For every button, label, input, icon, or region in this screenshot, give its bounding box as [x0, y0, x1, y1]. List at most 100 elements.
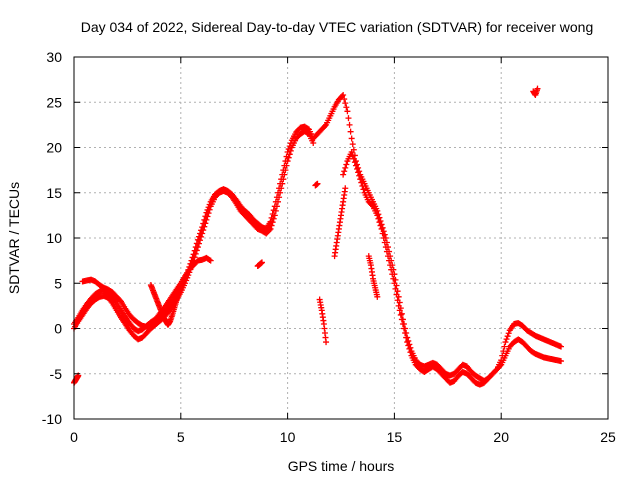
data-point: [346, 121, 353, 128]
data-point: [206, 201, 213, 208]
data-point: [384, 253, 391, 260]
data-point: [206, 256, 213, 263]
data-point: [382, 244, 389, 251]
data-point: [534, 85, 541, 92]
y-tick-label: 15: [46, 185, 62, 201]
chart-title: Day 034 of 2022, Sidereal Day-to-day VTE…: [81, 19, 594, 35]
data-point: [286, 143, 293, 150]
series-track-b: [71, 123, 317, 335]
data-point: [497, 362, 504, 369]
data-point: [374, 293, 381, 300]
data-point: [398, 316, 405, 323]
data-point: [391, 280, 398, 287]
data-point: [203, 209, 210, 216]
data-point: [193, 240, 200, 247]
data-point: [360, 186, 367, 193]
data-point: [272, 198, 279, 205]
data-point: [349, 141, 356, 148]
series-track-f: [71, 372, 82, 386]
data-point: [343, 104, 350, 111]
series-track-m: [530, 85, 541, 99]
data-point: [281, 162, 288, 169]
data-point: [501, 343, 508, 350]
data-point: [351, 159, 358, 166]
data-point: [403, 334, 410, 341]
y-tick-label: 30: [46, 49, 62, 65]
series-track-i: [312, 180, 321, 189]
data-point: [502, 339, 509, 346]
data-point: [202, 213, 209, 220]
data-point: [341, 96, 348, 103]
series-track-k: [331, 185, 349, 260]
data-point: [354, 165, 361, 172]
data-point: [200, 220, 207, 227]
data-point: [204, 206, 211, 213]
data-point: [344, 108, 351, 115]
data-point: [276, 185, 283, 192]
data-point: [340, 171, 347, 178]
data-point: [358, 179, 365, 186]
data-point: [359, 182, 366, 189]
data-point: [389, 271, 396, 278]
data-point: [390, 275, 397, 282]
data-point: [280, 167, 287, 174]
y-tick-labels: -10 -5 0 5 10 15 20 25 30: [42, 49, 62, 427]
data-point: [273, 194, 280, 201]
data-point: [379, 230, 386, 237]
data-point: [394, 297, 401, 304]
data-point: [188, 257, 195, 264]
series-track-h: [254, 259, 265, 270]
data-point: [352, 162, 359, 169]
data-point: [503, 336, 510, 343]
y-tick-label: 0: [54, 321, 62, 337]
data-point: [342, 100, 349, 107]
data-point: [342, 185, 349, 192]
x-tick-label: 20: [493, 429, 509, 445]
data-point: [377, 222, 384, 229]
data-point: [349, 152, 356, 159]
data-point: [383, 248, 390, 255]
series-track-g: [147, 282, 184, 328]
y-tick-label: 10: [46, 230, 62, 246]
data-point: [505, 330, 512, 337]
data-point: [189, 254, 196, 261]
series-track-l: [365, 253, 381, 300]
x-tick-label: 0: [70, 429, 78, 445]
data-point: [395, 302, 402, 309]
data-point: [278, 176, 285, 183]
data-point: [285, 146, 292, 153]
data-point: [375, 215, 382, 222]
data-point: [392, 285, 399, 292]
data-point: [387, 262, 394, 269]
x-tick-label: 10: [280, 429, 296, 445]
data-point: [190, 251, 197, 258]
data-point: [274, 189, 281, 196]
data-point: [350, 155, 357, 162]
data-point: [399, 320, 406, 327]
data-point: [356, 172, 363, 179]
data-point: [277, 180, 284, 187]
series-track-d: [340, 149, 565, 388]
data-point: [207, 257, 214, 264]
data-point: [323, 339, 330, 346]
axis-ticks: [73, 56, 609, 420]
data-point: [198, 227, 205, 234]
data-point: [283, 153, 290, 160]
data-point: [376, 219, 383, 226]
x-tick-label: 15: [387, 429, 403, 445]
data-point: [393, 291, 400, 298]
data-point: [341, 168, 348, 175]
data-point: [282, 158, 289, 165]
data-point: [345, 115, 352, 122]
data-point: [287, 140, 294, 147]
data-point: [270, 207, 277, 214]
series-track-a: [71, 128, 317, 343]
x-tick-label: 25: [600, 429, 616, 445]
data-point: [381, 239, 388, 246]
data-point: [357, 176, 364, 183]
data-point: [396, 307, 403, 314]
data-point: [397, 311, 404, 318]
data-point: [406, 345, 413, 352]
data-point: [404, 339, 411, 346]
data-point: [192, 244, 199, 251]
